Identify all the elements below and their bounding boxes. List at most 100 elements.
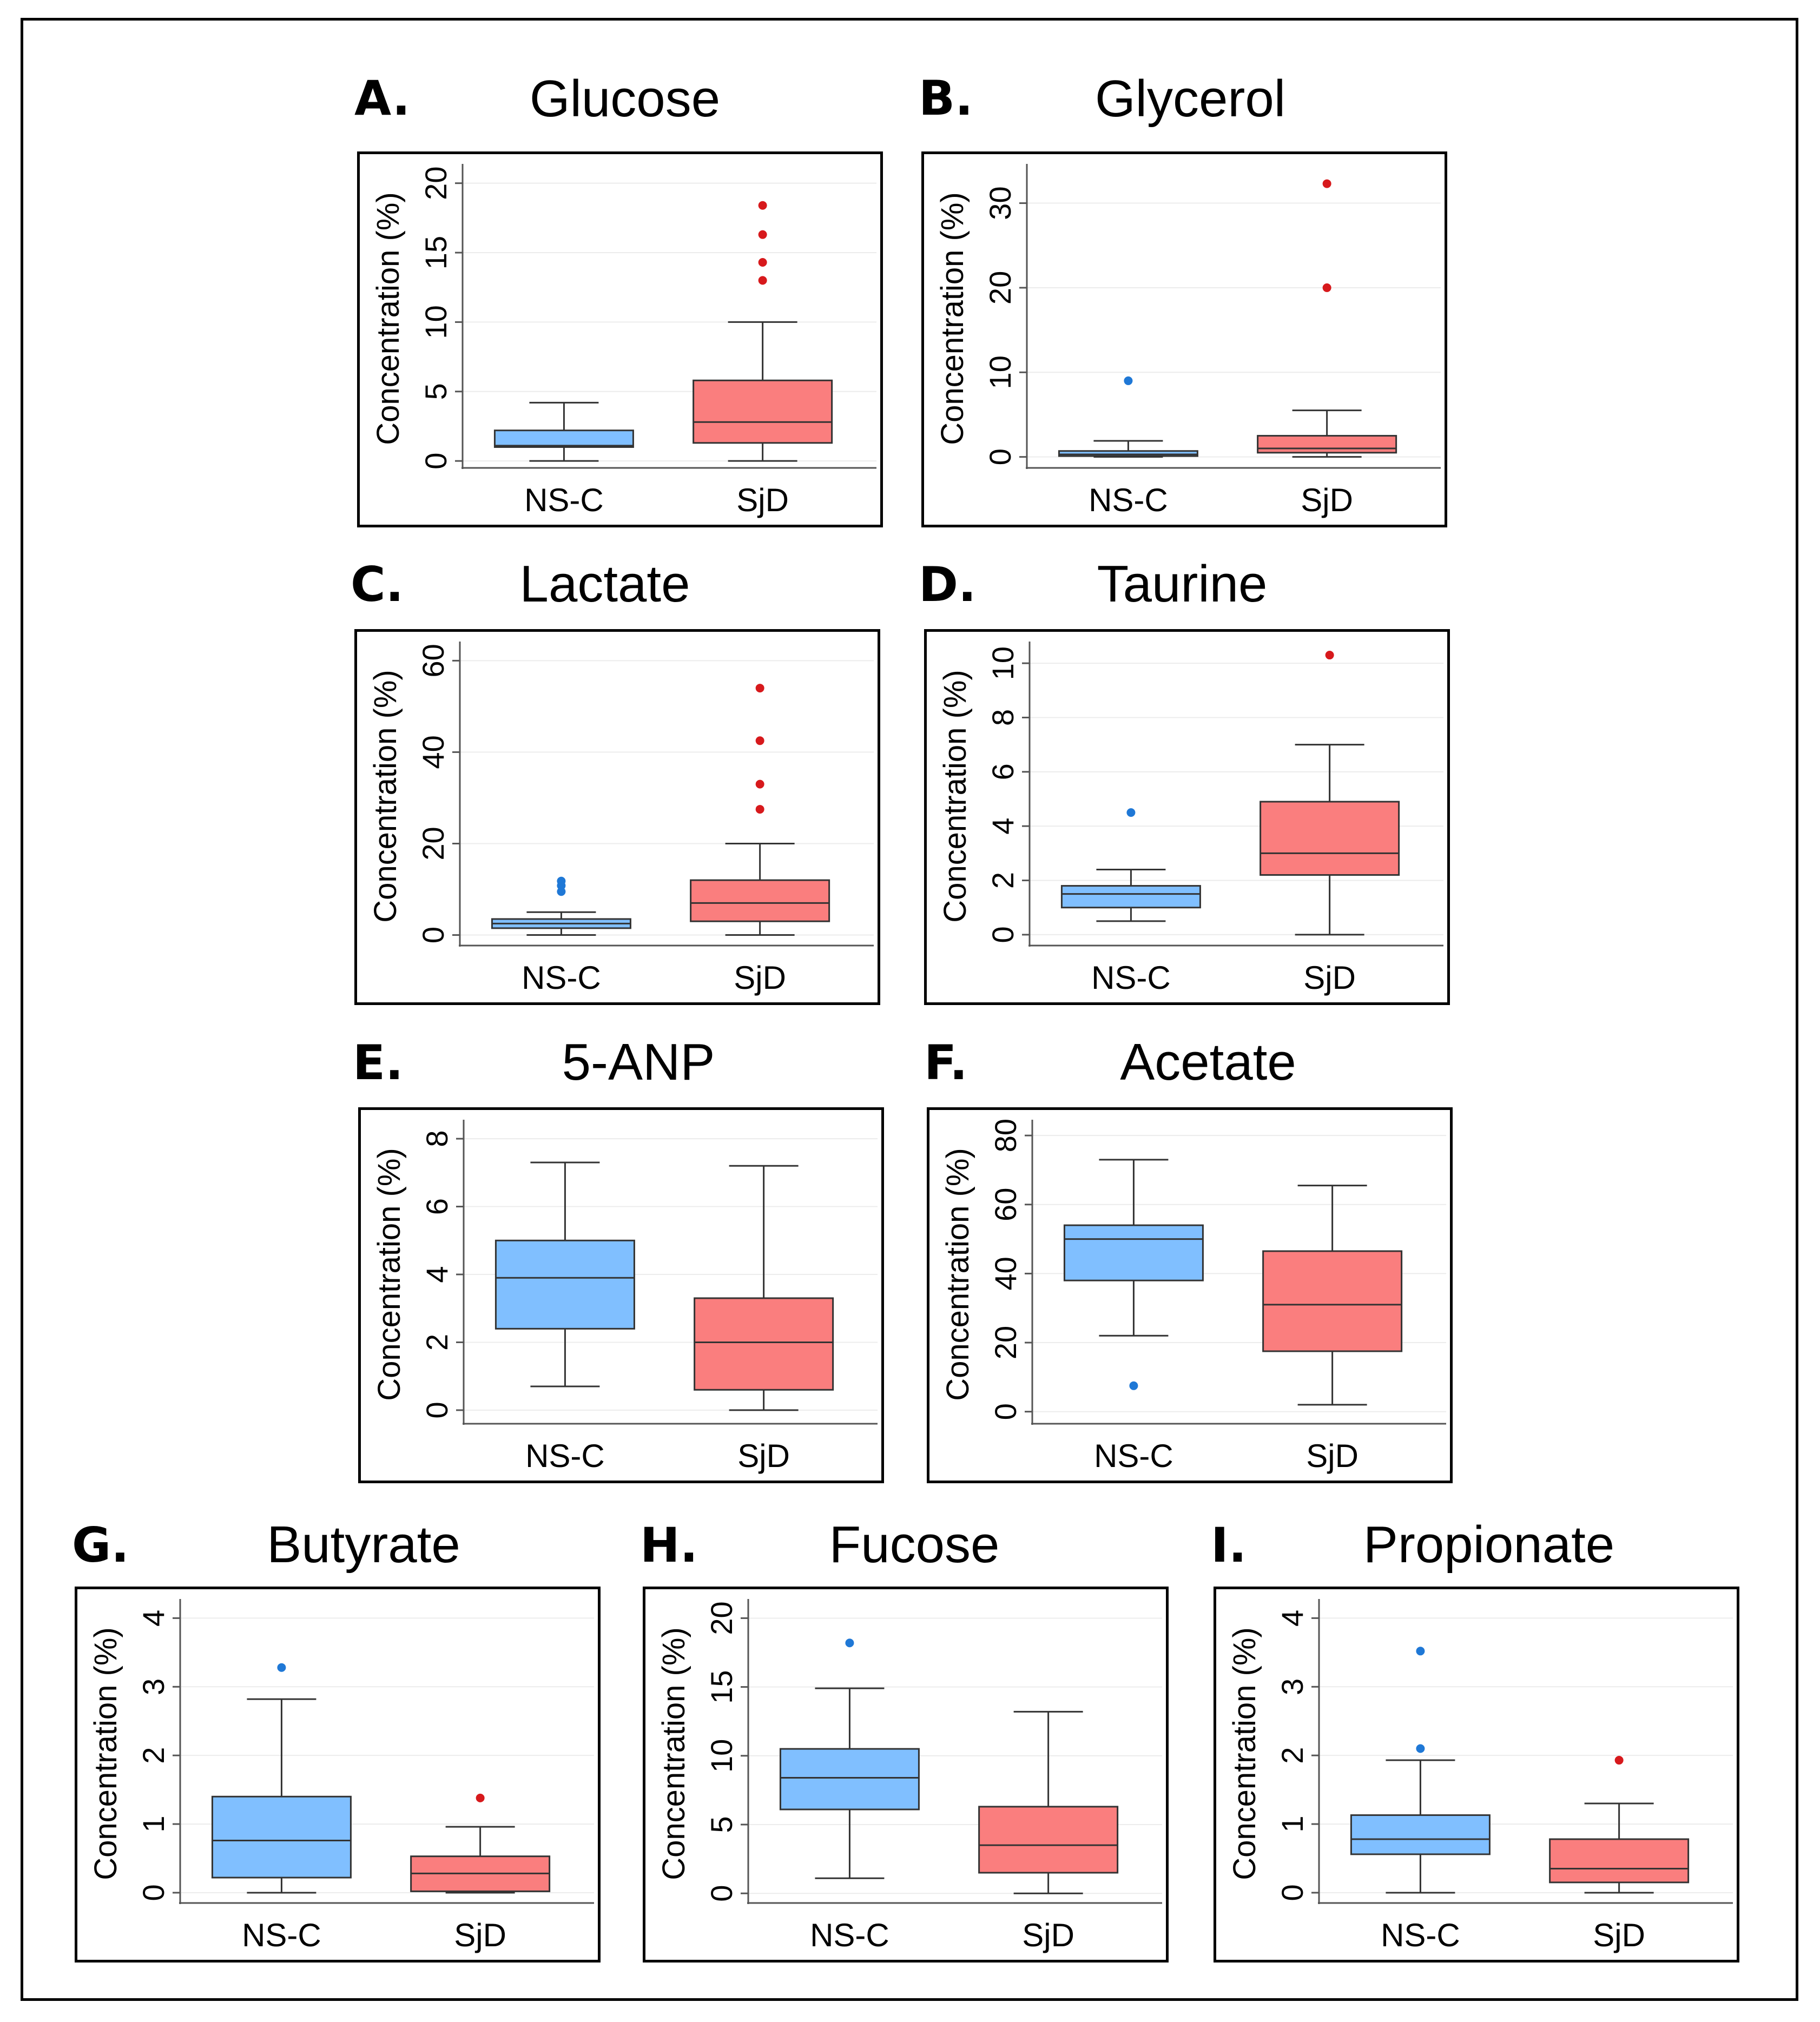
chart-title: Glucose — [408, 73, 841, 125]
y-tick-label: 20 — [704, 1601, 738, 1635]
y-tick-label: 0 — [416, 927, 450, 943]
chart-box: 0 1 2 3 4 Concentration (%) NS-C SjD — [75, 1587, 601, 1962]
outlier-point — [1326, 651, 1334, 659]
y-tick-label: 80 — [988, 1119, 1023, 1152]
box-group-nsc — [492, 877, 630, 935]
box-group-sjd — [695, 1166, 833, 1410]
box-plot: 0 5 10 15 20 Concentration (%) NS-C SjD — [360, 154, 886, 530]
x-tick-label: SjD — [734, 960, 786, 996]
y-axis-title: Concentration (%) — [935, 192, 970, 445]
iqr-box — [1064, 1225, 1203, 1280]
chart-title: 5-ANP — [422, 1036, 855, 1088]
y-tick-label: 60 — [988, 1188, 1023, 1221]
outlier-point — [756, 805, 764, 814]
iqr-box — [1550, 1839, 1689, 1882]
chart-title: Fucose — [698, 1519, 1131, 1571]
y-tick-label: 20 — [416, 827, 450, 860]
box-group-sjd — [691, 684, 829, 935]
iqr-box — [780, 1749, 919, 1809]
x-tick-label: NS-C — [1094, 1438, 1173, 1474]
outlier-point — [1416, 1744, 1425, 1753]
y-axis-title: Concentration (%) — [656, 1627, 691, 1880]
iqr-box — [979, 1807, 1118, 1873]
x-tick-label: NS-C — [522, 960, 601, 996]
chart-box: 0 20 40 60 Concentration (%) NS-C SjD — [354, 629, 880, 1005]
y-tick-label: 10 — [983, 355, 1017, 389]
panel-letter: E. — [353, 1039, 404, 1087]
outlier-point — [557, 877, 565, 886]
y-tick-label: 5 — [704, 1816, 738, 1833]
y-tick-label: 30 — [983, 186, 1017, 220]
box-group-sjd — [411, 1794, 550, 1893]
box-group-nsc — [1064, 1160, 1203, 1390]
panel-letter: I. — [1211, 1522, 1247, 1569]
iqr-box — [694, 380, 832, 443]
iqr-box — [691, 880, 829, 921]
chart-box: 0 5 10 15 20 Concentration (%) NS-C SjD — [643, 1587, 1169, 1962]
y-tick-label: 10 — [986, 646, 1020, 680]
y-tick-label: 15 — [704, 1670, 738, 1703]
panel-letter: G. — [72, 1522, 129, 1569]
y-tick-label: 4 — [986, 818, 1020, 835]
chart-title: Butyrate — [147, 1519, 580, 1571]
x-tick-label: SjD — [454, 1917, 506, 1953]
box-group-nsc — [212, 1663, 351, 1893]
box-group-sjd — [1261, 651, 1399, 935]
chart-title: Lactate — [388, 558, 821, 610]
iqr-box — [695, 1298, 833, 1390]
x-tick-label: NS-C — [242, 1917, 321, 1953]
y-axis-title: Concentration (%) — [372, 1148, 407, 1400]
y-tick-label: 2 — [420, 1334, 454, 1351]
y-axis-title: Concentration (%) — [368, 670, 403, 922]
y-tick-label: 0 — [986, 926, 1020, 943]
x-tick-label: SjD — [1301, 482, 1353, 518]
chart-box: 0 2 4 6 8 10 Concentration (%) NS-C SjD — [924, 629, 1450, 1005]
outlier-point — [759, 201, 767, 210]
x-tick-label: SjD — [1306, 1438, 1359, 1474]
x-tick-label: NS-C — [1091, 960, 1171, 996]
outlier-point — [1615, 1756, 1624, 1765]
y-axis-title: Concentration (%) — [371, 192, 406, 445]
box-plot: 0 20 40 60 Concentration (%) NS-C SjD — [357, 632, 883, 1008]
chart-box: 0 1 2 3 4 Concentration (%) NS-C SjD — [1214, 1587, 1739, 1962]
box-group-nsc — [780, 1638, 919, 1878]
box-group-nsc — [496, 1162, 634, 1386]
iqr-box — [1261, 802, 1399, 875]
box-group-sjd — [979, 1712, 1118, 1893]
y-tick-label: 4 — [136, 1610, 170, 1627]
y-tick-label: 6 — [986, 763, 1020, 780]
y-tick-label: 4 — [420, 1266, 454, 1283]
outlier-point — [759, 276, 767, 285]
y-axis-title: Concentration (%) — [938, 670, 973, 922]
y-tick-label: 0 — [136, 1884, 170, 1901]
chart-title: Glycerol — [974, 73, 1407, 125]
x-tick-label: SjD — [737, 1438, 790, 1474]
y-tick-label: 8 — [420, 1131, 454, 1147]
y-tick-label: 0 — [1275, 1884, 1309, 1901]
iqr-box — [1059, 451, 1197, 456]
iqr-box — [496, 1240, 634, 1329]
y-tick-label: 0 — [704, 1885, 738, 1902]
chart-box: 0 20 40 60 80 Concentration (%) NS-C SjD — [927, 1107, 1453, 1483]
box-plot: 0102030Concentration (%)NS-C SjD — [924, 154, 1450, 530]
outlier-point — [845, 1638, 854, 1647]
outlier-point — [759, 230, 767, 239]
iqr-box — [1061, 886, 1200, 908]
y-tick-label: 1 — [1275, 1815, 1309, 1832]
y-tick-label: 0 — [420, 1402, 454, 1418]
chart-title: Acetate — [992, 1036, 1425, 1088]
iqr-box — [1258, 436, 1396, 453]
y-axis-title: Concentration (%) — [1227, 1627, 1262, 1880]
box-plot: 0 5 10 15 20 Concentration (%) NS-C SjD — [645, 1589, 1171, 1965]
outlier-point — [1124, 376, 1132, 385]
box-group-sjd — [1258, 180, 1396, 457]
outlier-point — [756, 684, 764, 692]
y-tick-label: 5 — [419, 383, 453, 400]
x-tick-label: SjD — [1303, 960, 1356, 996]
outlier-point — [759, 258, 767, 267]
y-tick-label: 1 — [136, 1815, 170, 1832]
x-tick-label: NS-C — [810, 1917, 889, 1953]
x-tick-label: SjD — [736, 482, 789, 518]
panel-letter: B. — [919, 75, 973, 122]
box-group-nsc — [1351, 1647, 1489, 1893]
